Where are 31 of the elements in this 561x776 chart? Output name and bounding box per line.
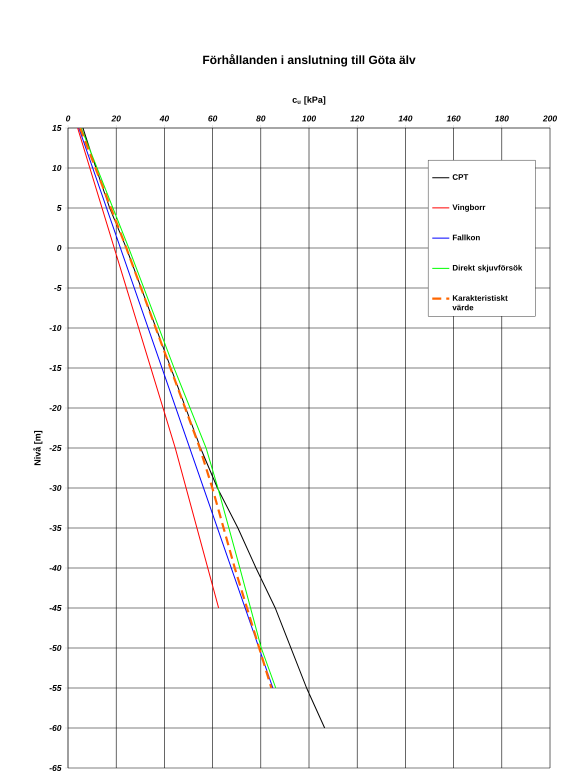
x-tick-label: 140 [398, 115, 412, 122]
y-tick-label: -45 [49, 605, 62, 611]
x-tick-label: 200 [542, 115, 557, 122]
x-tick-label: 80 [256, 115, 266, 122]
y-tick-label: -30 [49, 485, 62, 491]
y-tick-label: -25 [49, 445, 62, 451]
y-tick-label: -50 [49, 645, 62, 651]
x-tick-label: 60 [208, 115, 218, 122]
x-axis-title: c$_{u}$ [kPa] [292, 96, 326, 105]
y-tick-label: 10 [52, 165, 62, 171]
y-tick-label: -55 [49, 685, 62, 691]
y-tick-label: -65 [49, 765, 62, 771]
y-axis-title: Nivå [m] [33, 430, 42, 466]
y-tick-label: 5 [56, 205, 62, 211]
y-tick-label: -10 [49, 325, 62, 331]
y-tick-label: -35 [49, 525, 62, 531]
y-tick-label: -60 [49, 725, 62, 731]
x-tick-label: 160 [446, 115, 461, 122]
chart-title: Förhållanden i anslutning till Göta älv [203, 54, 416, 66]
y-tick-label: -20 [49, 405, 62, 411]
x-tick-label: 180 [494, 115, 509, 122]
x-tick-label: 0 [66, 115, 70, 122]
y-tick-label: 0 [57, 245, 62, 251]
x-tick-label: 100 [302, 115, 316, 122]
y-tick-label: -5 [54, 285, 62, 291]
x-tick-label: 40 [160, 115, 170, 122]
y-tick-label: 15 [52, 125, 62, 131]
y-tick-label: -40 [49, 565, 62, 571]
x-tick-label: 20 [111, 115, 121, 122]
x-tick-label: 120 [350, 115, 364, 122]
y-tick-label: -15 [49, 365, 62, 371]
